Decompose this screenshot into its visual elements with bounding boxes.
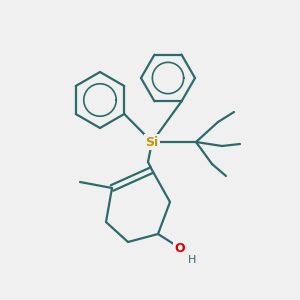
Text: Si: Si (146, 136, 159, 148)
Text: O: O (175, 242, 185, 254)
Text: H: H (188, 255, 196, 265)
